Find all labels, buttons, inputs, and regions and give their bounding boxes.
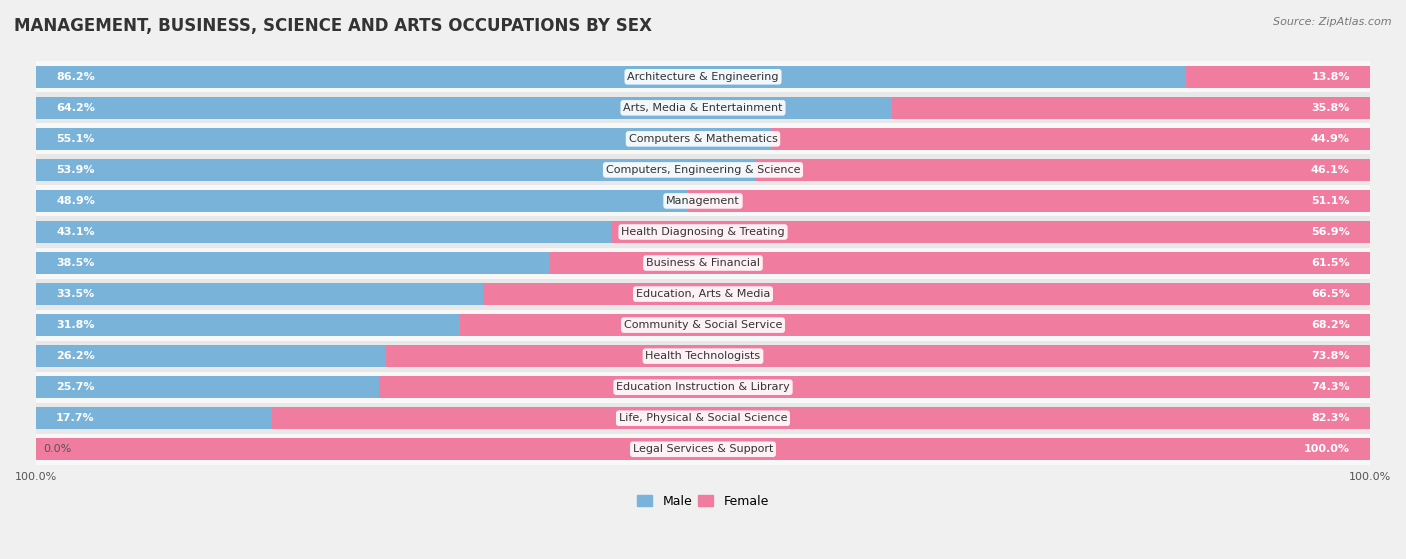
Text: 26.2%: 26.2%	[56, 351, 94, 361]
Bar	[770, 127, 1369, 150]
Text: 56.9%: 56.9%	[1312, 227, 1350, 237]
Text: Source: ZipAtlas.com: Source: ZipAtlas.com	[1274, 17, 1392, 27]
Bar	[37, 186, 1369, 216]
Text: 100.0%: 100.0%	[1303, 444, 1350, 454]
Text: Education Instruction & Library: Education Instruction & Library	[616, 382, 790, 392]
Text: 61.5%: 61.5%	[1312, 258, 1350, 268]
Text: Arts, Media & Entertainment: Arts, Media & Entertainment	[623, 103, 783, 113]
Bar	[37, 252, 550, 274]
Text: 46.1%: 46.1%	[1310, 165, 1350, 175]
Text: Management: Management	[666, 196, 740, 206]
Bar	[689, 190, 1369, 212]
Text: MANAGEMENT, BUSINESS, SCIENCE AND ARTS OCCUPATIONS BY SEX: MANAGEMENT, BUSINESS, SCIENCE AND ARTS O…	[14, 17, 652, 35]
Text: Health Diagnosing & Treating: Health Diagnosing & Treating	[621, 227, 785, 237]
Text: 43.1%: 43.1%	[56, 227, 94, 237]
Text: 33.5%: 33.5%	[56, 289, 94, 299]
Bar	[37, 65, 1185, 88]
Bar	[37, 278, 1369, 310]
Text: Health Technologists: Health Technologists	[645, 351, 761, 361]
Bar	[37, 345, 385, 367]
Text: 51.1%: 51.1%	[1312, 196, 1350, 206]
Text: 73.8%: 73.8%	[1312, 351, 1350, 361]
Legend: Male, Female: Male, Female	[633, 490, 773, 513]
Bar	[37, 97, 893, 119]
Bar	[37, 438, 1369, 461]
Text: 74.3%: 74.3%	[1312, 382, 1350, 392]
Bar	[37, 314, 460, 337]
Bar	[37, 376, 378, 399]
Bar	[37, 283, 482, 305]
Text: Computers, Engineering & Science: Computers, Engineering & Science	[606, 165, 800, 175]
Text: 0.0%: 0.0%	[42, 444, 72, 454]
Bar	[385, 345, 1369, 367]
Text: Education, Arts & Media: Education, Arts & Media	[636, 289, 770, 299]
Bar	[1185, 65, 1369, 88]
Text: Life, Physical & Social Science: Life, Physical & Social Science	[619, 413, 787, 423]
Bar	[37, 248, 1369, 278]
Text: 44.9%: 44.9%	[1310, 134, 1350, 144]
Text: 48.9%: 48.9%	[56, 196, 96, 206]
Text: 38.5%: 38.5%	[56, 258, 94, 268]
Bar	[378, 376, 1369, 399]
Text: Business & Financial: Business & Financial	[645, 258, 761, 268]
Text: 55.1%: 55.1%	[56, 134, 94, 144]
Bar	[37, 216, 1369, 248]
Text: Community & Social Service: Community & Social Service	[624, 320, 782, 330]
Text: 35.8%: 35.8%	[1312, 103, 1350, 113]
Bar	[550, 252, 1369, 274]
Bar	[37, 127, 770, 150]
Text: 64.2%: 64.2%	[56, 103, 96, 113]
Text: 25.7%: 25.7%	[56, 382, 94, 392]
Bar	[37, 434, 1369, 465]
Bar	[37, 310, 1369, 340]
Text: Computers & Mathematics: Computers & Mathematics	[628, 134, 778, 144]
Bar	[37, 221, 612, 243]
Bar	[612, 221, 1369, 243]
Bar	[37, 92, 1369, 124]
Text: Legal Services & Support: Legal Services & Support	[633, 444, 773, 454]
Bar	[37, 61, 1369, 92]
Bar	[37, 402, 1369, 434]
Bar	[893, 97, 1369, 119]
Bar	[37, 340, 1369, 372]
Text: 31.8%: 31.8%	[56, 320, 94, 330]
Text: 66.5%: 66.5%	[1312, 289, 1350, 299]
Text: 86.2%: 86.2%	[56, 72, 94, 82]
Bar	[37, 372, 1369, 402]
Bar	[37, 124, 1369, 154]
Bar	[37, 159, 755, 181]
Bar	[755, 159, 1369, 181]
Bar	[37, 407, 273, 429]
Text: 17.7%: 17.7%	[56, 413, 94, 423]
Text: 53.9%: 53.9%	[56, 165, 94, 175]
Text: 13.8%: 13.8%	[1312, 72, 1350, 82]
Text: 82.3%: 82.3%	[1312, 413, 1350, 423]
Bar	[273, 407, 1369, 429]
Text: 68.2%: 68.2%	[1312, 320, 1350, 330]
Bar	[37, 190, 689, 212]
Text: Architecture & Engineering: Architecture & Engineering	[627, 72, 779, 82]
Bar	[460, 314, 1369, 337]
Bar	[482, 283, 1369, 305]
Bar	[37, 154, 1369, 186]
